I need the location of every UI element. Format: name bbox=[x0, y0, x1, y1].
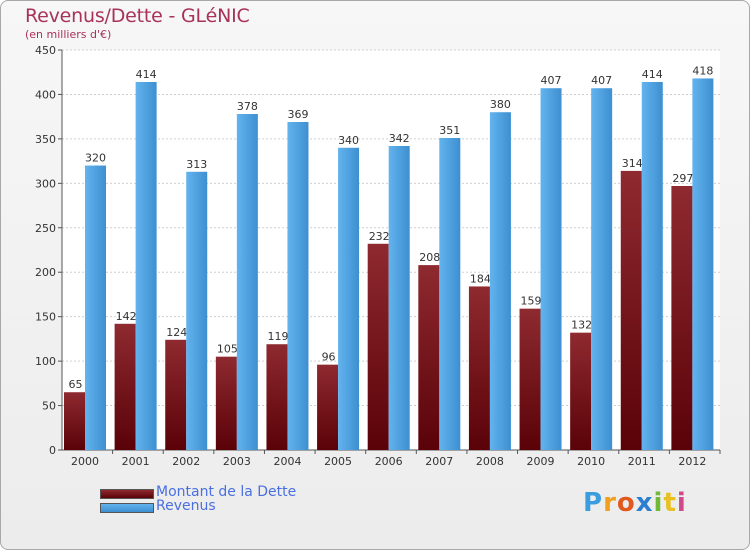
revenus-value-label: 378 bbox=[237, 100, 258, 113]
y-tick-label: 450 bbox=[35, 44, 56, 57]
dette-bar bbox=[620, 170, 642, 450]
logo-letter: P bbox=[583, 488, 604, 518]
legend-item-dette: Montant de la Dette bbox=[100, 484, 360, 502]
x-tick-label: 2007 bbox=[425, 455, 453, 468]
revenus-bar bbox=[338, 147, 360, 450]
dette-value-label: 232 bbox=[369, 230, 390, 243]
dette-bar bbox=[519, 308, 541, 450]
legend-label-revenus: Revenus bbox=[156, 498, 216, 514]
x-tick-label: 2008 bbox=[476, 455, 504, 468]
revenus-value-label: 342 bbox=[389, 132, 410, 145]
dette-value-label: 132 bbox=[571, 319, 592, 332]
dette-value-label: 119 bbox=[267, 330, 288, 343]
revenus-bar bbox=[135, 82, 157, 450]
y-tick-label: 0 bbox=[49, 444, 56, 457]
dette-value-label: 314 bbox=[622, 157, 643, 170]
y-tick-label: 250 bbox=[35, 222, 56, 235]
logo-letter: x bbox=[635, 488, 654, 518]
revenus-value-label: 369 bbox=[287, 108, 308, 121]
logo-letter: i bbox=[653, 488, 664, 518]
revenus-bar bbox=[692, 78, 714, 450]
revenus-value-label: 313 bbox=[186, 158, 207, 171]
x-tick-label: 2009 bbox=[527, 455, 555, 468]
revenus-bar bbox=[236, 114, 258, 450]
x-tick-label: 2003 bbox=[223, 455, 251, 468]
dette-bar bbox=[266, 344, 288, 450]
y-tick-label: 200 bbox=[35, 266, 56, 279]
dette-value-label: 184 bbox=[470, 272, 491, 285]
revenus-value-label: 340 bbox=[338, 134, 359, 147]
dette-value-label: 105 bbox=[217, 343, 238, 356]
x-tick-label: 2004 bbox=[273, 455, 301, 468]
y-tick-label: 400 bbox=[35, 88, 56, 101]
x-tick-label: 2000 bbox=[71, 455, 99, 468]
legend-swatch-revenus bbox=[100, 503, 154, 513]
revenus-value-label: 320 bbox=[85, 152, 106, 165]
dette-bar bbox=[418, 265, 440, 450]
revenus-value-label: 414 bbox=[136, 68, 157, 81]
dette-bar bbox=[114, 323, 136, 450]
dette-bar bbox=[671, 186, 693, 450]
y-tick-label: 100 bbox=[35, 355, 56, 368]
legend-item-revenus: Revenus bbox=[100, 498, 360, 516]
revenus-bar bbox=[540, 88, 562, 450]
revenus-bar bbox=[489, 112, 511, 450]
logo-letter: o bbox=[616, 488, 636, 518]
revenus-bar bbox=[591, 88, 613, 450]
revenus-bar bbox=[186, 171, 208, 450]
dette-bar bbox=[64, 392, 85, 450]
revenus-bar bbox=[85, 165, 106, 451]
x-tick-label: 2012 bbox=[678, 455, 706, 468]
dette-bar bbox=[570, 332, 592, 450]
y-tick-label: 150 bbox=[35, 311, 56, 324]
dette-value-label: 142 bbox=[116, 310, 137, 323]
dette-value-label: 159 bbox=[521, 295, 542, 308]
dette-value-label: 208 bbox=[419, 251, 440, 264]
logo-letter: r bbox=[603, 488, 617, 518]
dette-bar bbox=[468, 286, 490, 450]
revenus-bar bbox=[287, 122, 309, 450]
dette-bar bbox=[367, 243, 389, 450]
revenus-value-label: 407 bbox=[591, 74, 612, 87]
legend-swatch-dette bbox=[100, 489, 154, 499]
proxiti-logo: Proxiti bbox=[583, 488, 687, 518]
logo-letter: t bbox=[663, 488, 677, 518]
x-tick-label: 2010 bbox=[577, 455, 605, 468]
chart-title: Revenus/Dette - GLéNIC bbox=[25, 5, 250, 27]
revenus-bar bbox=[641, 82, 663, 450]
dette-value-label: 124 bbox=[166, 326, 187, 339]
revenus-value-label: 414 bbox=[642, 68, 663, 81]
revenus-value-label: 351 bbox=[439, 124, 460, 137]
y-tick-label: 300 bbox=[35, 177, 56, 190]
x-tick-label: 2006 bbox=[375, 455, 403, 468]
x-tick-label: 2001 bbox=[122, 455, 150, 468]
x-tick-label: 2002 bbox=[172, 455, 200, 468]
legend-label-dette: Montant de la Dette bbox=[156, 484, 297, 500]
dette-bar bbox=[165, 339, 187, 450]
dette-value-label: 65 bbox=[69, 378, 83, 391]
revenus-value-label: 380 bbox=[490, 98, 511, 111]
revenus-bar bbox=[388, 146, 410, 450]
y-tick-label: 350 bbox=[35, 133, 56, 146]
y-tick-label: 50 bbox=[42, 400, 56, 413]
x-tick-label: 2005 bbox=[324, 455, 352, 468]
dette-value-label: 297 bbox=[672, 172, 693, 185]
dette-bar bbox=[317, 364, 339, 450]
x-tick-label: 2011 bbox=[628, 455, 656, 468]
revenus-value-label: 407 bbox=[541, 74, 562, 87]
revenus-bar bbox=[439, 138, 461, 450]
dette-value-label: 96 bbox=[322, 351, 336, 364]
chart-subtitle: (en milliers d'€) bbox=[25, 28, 112, 41]
logo-letter: i bbox=[676, 488, 687, 518]
revenus-value-label: 418 bbox=[692, 64, 713, 77]
dette-bar bbox=[215, 356, 237, 450]
